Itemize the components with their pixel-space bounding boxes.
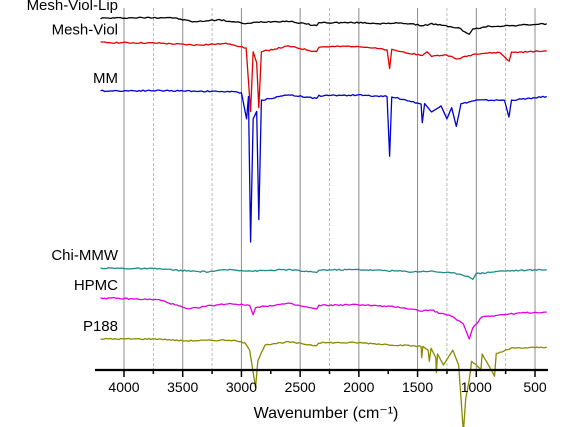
x-axis: 4000 3500 3000 2500 2000 1500 1000 500 — [95, 368, 548, 395]
series-label-hpmc: HPMC — [74, 277, 118, 294]
spectra-lines — [100, 16, 547, 427]
gridlines — [123, 8, 536, 370]
series-label-chi-mmw: Chi-MMW — [51, 247, 118, 264]
x-tick-label-3500: 3500 — [167, 379, 198, 395]
series-line-chi-mmw — [100, 266, 547, 280]
x-tick-label-1000: 1000 — [461, 379, 492, 395]
series-line-mesh-viol — [100, 41, 547, 113]
series-line-hpmc — [100, 297, 547, 340]
series-label-p188: P188 — [83, 318, 118, 335]
x-tick-label-4000: 4000 — [108, 379, 139, 395]
series-line-mesh-viol-lip — [100, 16, 547, 35]
x-tick-label-2500: 2500 — [285, 379, 316, 395]
x-axis-title: Wavenumber (cm⁻¹) — [254, 405, 399, 422]
series-label-mm: MM — [93, 70, 118, 87]
x-tick-label-500: 500 — [523, 379, 547, 395]
x-tick-label-1500: 1500 — [402, 379, 433, 395]
series-line-p188 — [100, 337, 547, 427]
series-label-mesh-viol: Mesh-Viol — [52, 21, 118, 38]
series-labels: Mesh-Viol-Lip Mesh-Viol MM Chi-MMW HPMC P188 — [27, 0, 119, 335]
series-line-mm — [100, 89, 547, 243]
x-tick-label-3000: 3000 — [226, 379, 257, 395]
series-label-mesh-viol-lip: Mesh-Viol-Lip — [27, 0, 118, 14]
x-tick-label-2000: 2000 — [343, 379, 374, 395]
